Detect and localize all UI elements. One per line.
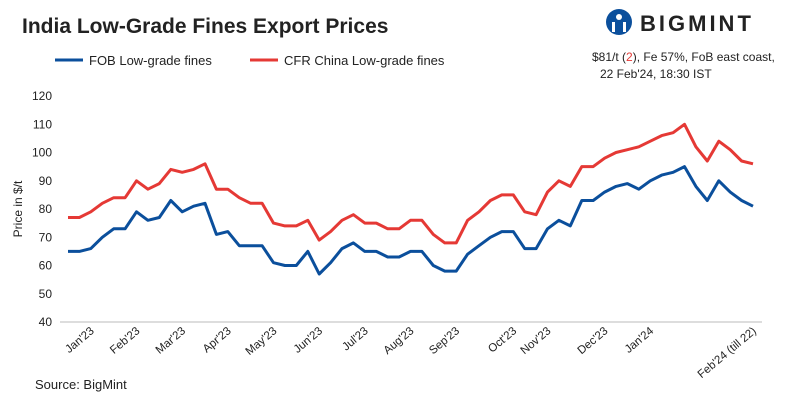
x-tick-label: Sep'23 [427, 325, 462, 357]
y-tick-label: 50 [39, 287, 53, 301]
x-tick-label: Apr'23 [201, 325, 234, 355]
note: $81/t (2), Fe 57%, FoB east coast, [592, 50, 775, 64]
series-line [68, 122, 754, 245]
legend-label: FOB Low-grade fines [89, 53, 212, 68]
logo-icon-bar [623, 22, 626, 32]
x-tick-label: Oct'23 [486, 325, 519, 355]
x-tick-label: May'23 [244, 325, 280, 358]
x-tick-label: Jul'23 [340, 325, 370, 353]
x-tick-label: Jan'24 [623, 325, 657, 356]
x-tick-label: Jan'23 [63, 325, 96, 356]
logo-icon-bar [612, 22, 615, 32]
note-change: 2 [626, 50, 633, 64]
y-tick-label: 100 [32, 146, 52, 160]
logo-icon-dot [616, 14, 622, 20]
x-tick-label: Feb'24 (till 22) [696, 325, 759, 381]
logo-icon [606, 9, 632, 35]
legend-label: CFR China Low-grade fines [284, 53, 445, 68]
chart-title: India Low-Grade Fines Export Prices [22, 15, 388, 38]
x-tick-label: Mar'23 [154, 325, 188, 357]
logo: BIGMINT [606, 9, 754, 36]
x-tick-label: Nov'23 [519, 325, 554, 357]
y-tick-label: 40 [39, 315, 53, 329]
note-date: 22 Feb'24, 18:30 IST [600, 67, 712, 81]
y-tick-label: 70 [39, 230, 53, 244]
source: Source: BigMint [35, 377, 127, 392]
y-tick-label: 80 [39, 202, 53, 216]
note-price: $81/t ( [592, 50, 626, 64]
y-tick-label: 60 [39, 259, 53, 273]
x-tick-label: Dec'23 [576, 325, 611, 357]
y-axis-label: Price in $/t [11, 180, 25, 237]
y-tick-label: 120 [32, 89, 52, 103]
x-tick-label: Jun'23 [292, 325, 325, 356]
logo-text: BIGMINT [640, 11, 754, 36]
x-tick-label: Aug'23 [382, 325, 417, 357]
series-line [68, 165, 754, 276]
y-tick-label: 90 [39, 174, 53, 188]
note-rest: ), Fe 57%, FoB east coast, [633, 50, 775, 64]
y-tick-label: 110 [33, 117, 52, 131]
x-tick-label: Feb'23 [108, 325, 142, 357]
